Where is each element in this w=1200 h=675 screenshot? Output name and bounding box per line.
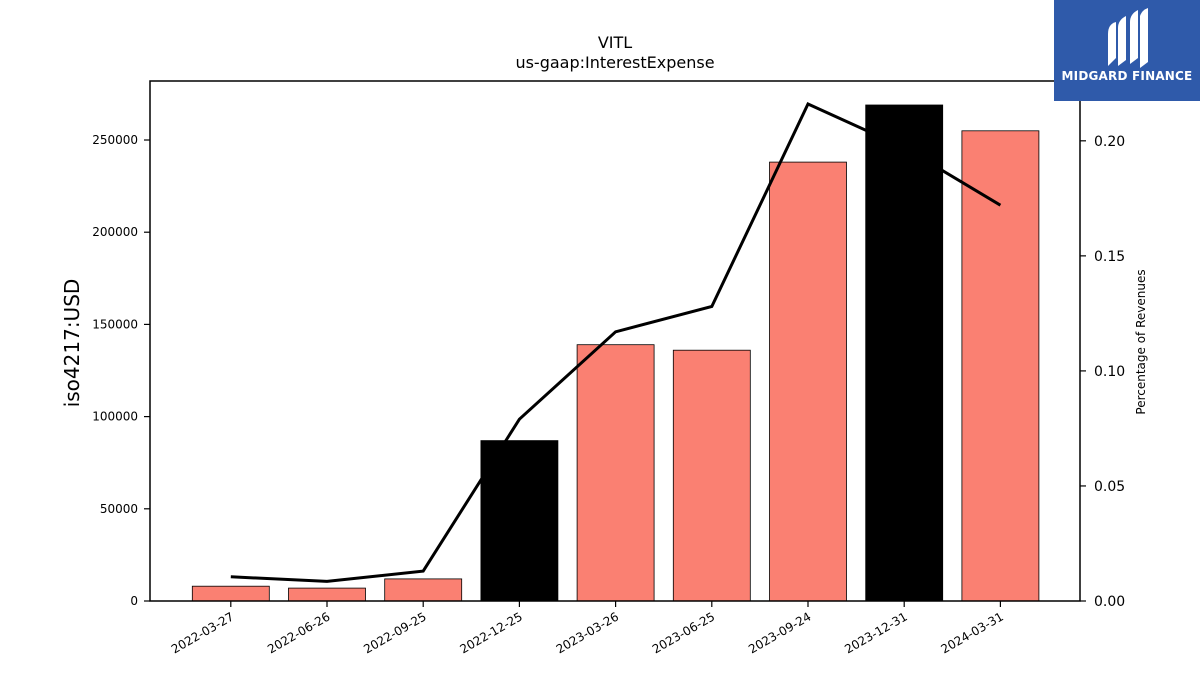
y-axis-label: iso4217:USD — [60, 279, 84, 408]
y-tick-label: 50000 — [100, 502, 138, 516]
x-tick-label: 2022-06-26 — [265, 609, 332, 656]
x-tick-label: 2022-03-27 — [169, 609, 236, 656]
bar-2023-12-31 — [865, 104, 944, 602]
y-tick-label: 150000 — [92, 317, 138, 331]
y2-axis-ticks: 0.00 0.05 0.10 0.15 0.20 — [1080, 134, 1125, 610]
bar-2022-12-25 — [480, 440, 559, 602]
x-tick-label: 2023-06-25 — [650, 609, 717, 656]
y-tick-label: 200000 — [92, 225, 138, 239]
bar-2022-06-26 — [288, 587, 366, 602]
bar-2023-06-25 — [672, 349, 751, 602]
chart-title: VITL — [598, 33, 632, 52]
x-tick-label: 2023-03-26 — [554, 609, 621, 656]
bars-group — [191, 104, 1040, 602]
y2-tick-label: 0.10 — [1094, 364, 1125, 380]
percentage-line — [230, 102, 1002, 583]
bar-2024-03-31 — [961, 130, 1040, 602]
logo-mark-icon — [1108, 8, 1148, 68]
y2-tick-label: 0.15 — [1094, 249, 1125, 265]
x-tick-label: 2022-12-25 — [457, 609, 524, 656]
y2-tick-label: 0.05 — [1094, 479, 1125, 495]
bar-2023-03-26 — [576, 344, 655, 602]
chart-subtitle: us-gaap:InterestExpense — [515, 53, 714, 72]
y-tick-label: 100000 — [92, 410, 138, 424]
x-axis-ticks: 2022-03-27 2022-06-26 2022-09-25 2022-12-25… — [169, 601, 1006, 656]
y2-tick-label: 0.20 — [1094, 134, 1125, 150]
bar-2023-09-24 — [769, 161, 847, 602]
x-tick-label: 2023-12-31 — [842, 609, 909, 656]
bar-2022-03-27 — [191, 585, 270, 602]
x-tick-label: 2022-09-25 — [361, 609, 428, 656]
line-group — [230, 102, 1002, 583]
logo-text: MIDGARD FINANCE — [1061, 69, 1193, 83]
y-tick-label: 0 — [130, 594, 138, 608]
y2-tick-label: 0.00 — [1094, 594, 1125, 610]
y2-axis-label: Percentage of Revenues — [1134, 269, 1148, 414]
brand-logo: MIDGARD FINANCE — [1054, 0, 1200, 101]
y-tick-label: 250000 — [92, 133, 138, 147]
y-axis-ticks: 0 50000 100000 150000 200000 250000 — [92, 133, 150, 608]
x-tick-label: 2023-09-24 — [746, 609, 813, 656]
x-tick-label: 2024-03-31 — [938, 609, 1005, 656]
bar-2022-09-25 — [384, 578, 463, 602]
